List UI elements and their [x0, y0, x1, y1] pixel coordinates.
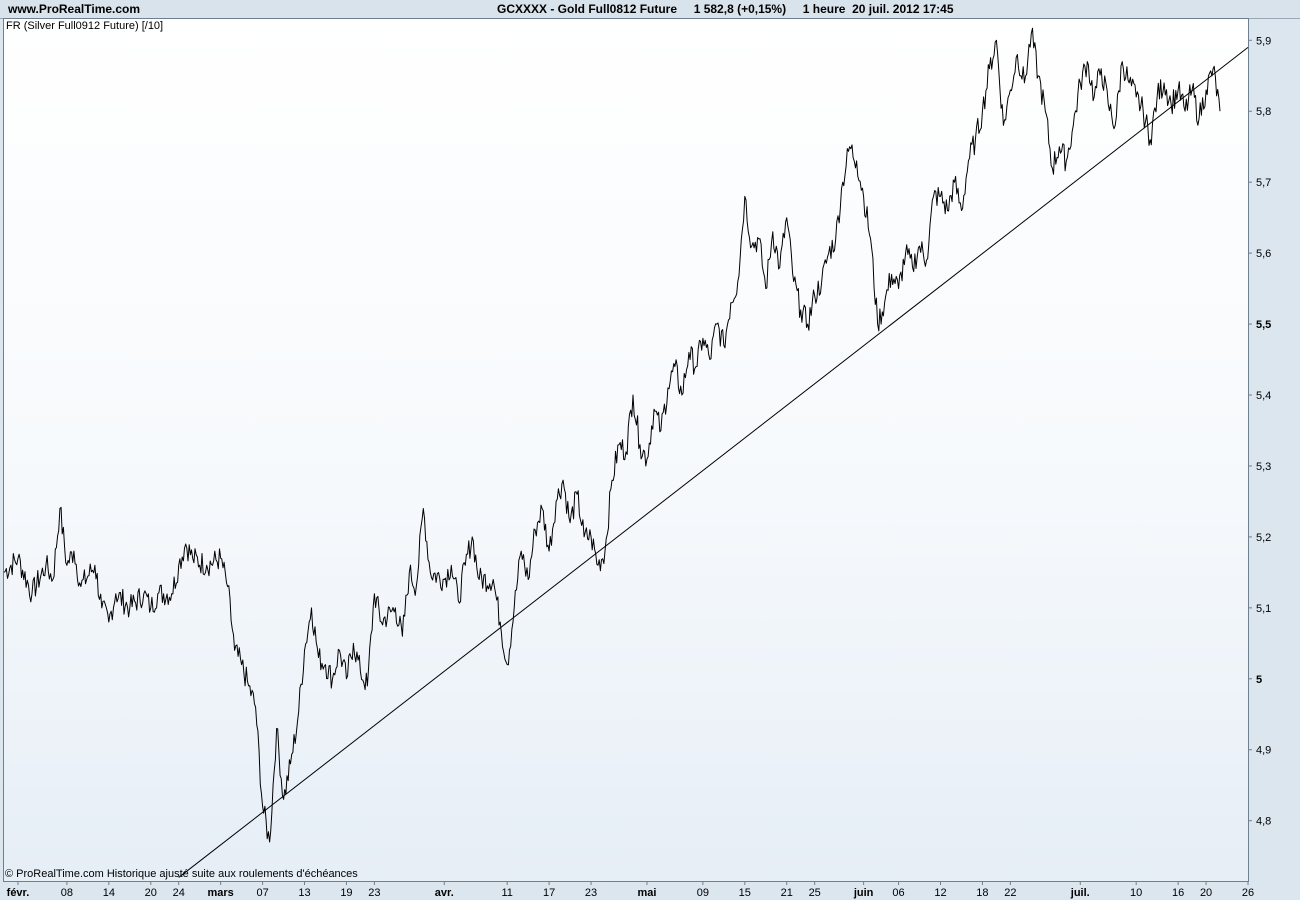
x-tick-label: 22 — [1004, 887, 1016, 899]
y-tick-label: 5,9 — [1256, 35, 1271, 47]
x-tick-label: juin — [853, 887, 874, 899]
x-tick-label: mai — [637, 887, 656, 899]
support-trendline[interactable] — [178, 46, 1249, 878]
y-tick-label: 5,1 — [1256, 603, 1271, 615]
x-tick-label: 25 — [809, 887, 821, 899]
x-tick-label: 19 — [340, 887, 352, 899]
site-name: www.ProRealTime.com — [8, 2, 141, 16]
y-tick-label: 4,9 — [1256, 745, 1271, 757]
plot-area[interactable] — [3, 18, 1249, 882]
x-tick-label: févr. — [7, 887, 30, 899]
x-tick-label: mars — [208, 887, 234, 899]
price-series-line — [3, 27, 1221, 843]
x-tick-label: 24 — [173, 887, 185, 899]
x-tick-label: 08 — [61, 887, 73, 899]
y-tick-label: 4,8 — [1256, 816, 1271, 828]
x-tick-label: 18 — [976, 887, 988, 899]
chart-header-bar: www.ProRealTime.com GCXXXX - Gold Full08… — [0, 0, 1300, 19]
x-tick-label: avr. — [435, 887, 454, 899]
x-tick-label: 23 — [585, 887, 597, 899]
y-axis: 4,8 4,9 5 5,1 5,2 5,3 5,4 5,5 5,6 5,7 5,8 5,9 — [1248, 35, 1271, 828]
y-tick-label: 5,5 — [1256, 319, 1271, 331]
indicator-label: FR (Silver Full0912 Future) [/10] — [6, 20, 164, 32]
y-tick-label: 5,2 — [1256, 532, 1271, 544]
plot-lines — [3, 27, 1249, 878]
x-tick-label: 11 — [501, 887, 512, 899]
x-axis: févr. 08 14 20 24 mars 07 13 19 23 avr. 11 17 23 mai 09… — [7, 881, 1254, 899]
x-tick-label: 10 — [1130, 887, 1142, 899]
y-tick-label: 5 — [1256, 674, 1262, 686]
y-tick-label: 5,4 — [1256, 390, 1271, 402]
x-tick-label: 26 — [1242, 887, 1254, 899]
x-tick-label: 23 — [368, 887, 380, 899]
x-tick-label: 06 — [892, 887, 904, 899]
x-tick-label: 14 — [103, 887, 115, 899]
copyright-note: © ProRealTime.com Historique ajusté suit… — [5, 868, 358, 880]
x-tick-label: 20 — [145, 887, 157, 899]
x-tick-label: juil. — [1070, 887, 1090, 899]
y-tick-label: 5,8 — [1256, 106, 1271, 118]
y-tick-label: 5,6 — [1256, 248, 1271, 260]
x-tick-label: 17 — [543, 887, 555, 899]
x-tick-label: 15 — [739, 887, 751, 899]
x-tick-label: 16 — [1172, 887, 1184, 899]
x-tick-label: 12 — [934, 887, 946, 899]
x-tick-label: 20 — [1200, 887, 1212, 899]
x-tick-label: 09 — [697, 887, 709, 899]
x-tick-label: 07 — [256, 887, 268, 899]
y-tick-label: 5,7 — [1256, 177, 1271, 189]
y-tick-label: 5,3 — [1256, 461, 1271, 473]
x-tick-label: 21 — [781, 887, 793, 899]
x-tick-label: 13 — [298, 887, 310, 899]
instrument-title: GCXXXX - Gold Full0812 Future 1 582,8 (+… — [497, 2, 954, 16]
